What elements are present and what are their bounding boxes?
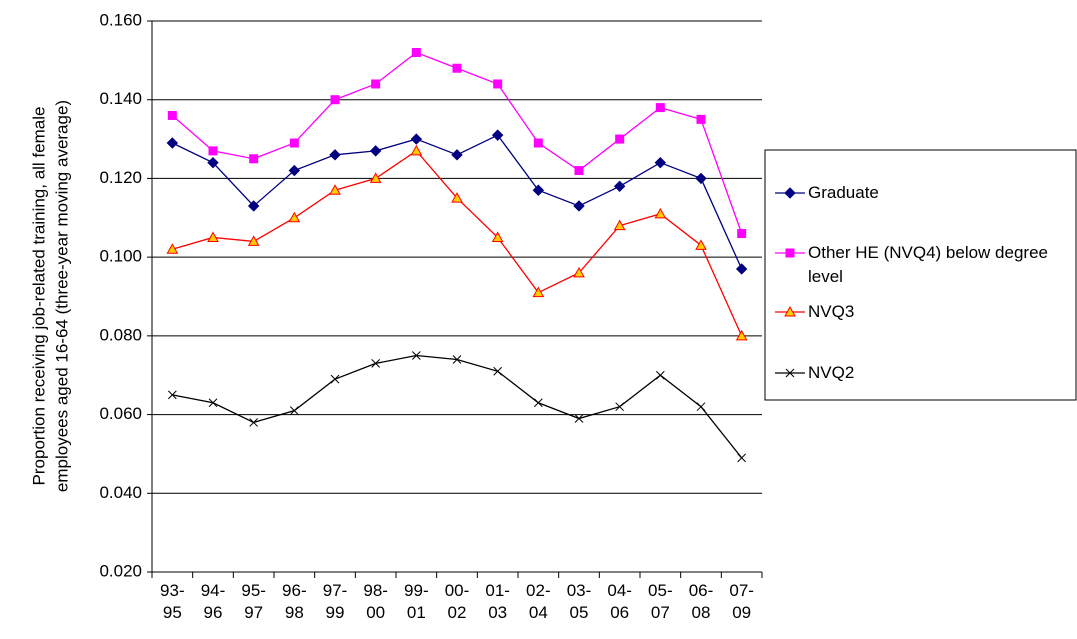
marker: [247, 235, 260, 246]
marker: [574, 414, 584, 423]
marker: [452, 63, 462, 73]
marker: [784, 305, 796, 317]
marker: [533, 138, 543, 148]
marker: [371, 79, 381, 89]
marker: [410, 133, 423, 145]
marker: [735, 263, 748, 275]
marker: [655, 370, 665, 380]
x-tick-label: 94-96: [200, 581, 226, 622]
x-tick-label: 04-06: [607, 581, 632, 622]
y-tick-label: 0.160: [99, 10, 142, 29]
y-tick-label: 0.080: [99, 325, 142, 344]
marker: [411, 351, 421, 360]
marker: [654, 156, 667, 169]
marker: [167, 110, 177, 120]
marker: [452, 355, 462, 364]
x-tick-label: 99-01: [404, 581, 429, 622]
series-line: [172, 354, 743, 459]
marker: [451, 192, 463, 203]
marker: [207, 231, 219, 242]
marker: [735, 329, 748, 341]
marker: [167, 390, 177, 400]
x-tick-label: 05-07: [648, 581, 673, 622]
x-tick-label: 02-04: [526, 581, 551, 622]
marker: [695, 239, 707, 250]
marker: [491, 231, 504, 242]
marker: [329, 149, 341, 161]
marker: [696, 402, 706, 412]
marker: [573, 266, 585, 278]
y-tick-label: 0.100: [99, 247, 142, 266]
marker: [696, 114, 706, 124]
marker: [737, 229, 747, 239]
marker: [451, 149, 463, 161]
marker: [249, 154, 259, 164]
marker: [166, 137, 179, 149]
marker: [289, 138, 299, 148]
marker: [533, 398, 543, 408]
marker: [695, 172, 707, 185]
marker: [411, 47, 421, 57]
marker: [737, 453, 747, 463]
y-tick-label: 0.020: [99, 561, 142, 580]
marker: [410, 144, 423, 156]
marker: [288, 164, 301, 177]
marker: [330, 95, 340, 105]
marker: [532, 286, 545, 298]
marker: [613, 180, 626, 193]
marker: [207, 156, 219, 169]
legend-label: Other HE (NVQ4) below degree level: [808, 243, 1048, 286]
marker: [615, 134, 625, 144]
marker: [166, 243, 179, 254]
x-tick-label: 07-09: [729, 581, 754, 622]
x-tick-label: 06-08: [688, 581, 714, 622]
marker: [532, 184, 545, 196]
marker: [493, 366, 503, 376]
marker: [208, 146, 218, 156]
x-tick-label: 97-99: [322, 581, 348, 622]
marker: [493, 79, 503, 89]
legend-label: NVQ3: [808, 302, 855, 321]
marker: [573, 200, 585, 212]
x-tick-label: 00-02: [444, 581, 470, 622]
marker: [289, 406, 299, 415]
x-tick-label: 01-03: [485, 581, 510, 622]
marker: [329, 184, 341, 195]
marker: [369, 172, 382, 183]
y-tick-label: 0.040: [99, 483, 142, 502]
y-axis-label: Proportion receiving job-related trainin…: [29, 107, 48, 486]
x-tick-label: 93-95: [160, 581, 185, 622]
legend-frame: [764, 149, 1077, 401]
marker: [249, 418, 259, 427]
marker: [288, 211, 301, 223]
marker: [785, 248, 795, 258]
marker: [208, 398, 218, 408]
marker: [615, 402, 625, 412]
marker: [785, 368, 795, 378]
marker: [655, 103, 665, 113]
marker: [574, 166, 584, 176]
x-tick-label: 95-97: [241, 581, 266, 622]
x-tick-label: 03-05: [566, 581, 592, 622]
marker: [613, 219, 626, 231]
x-tick-label: 96-98: [282, 581, 307, 622]
marker: [369, 145, 382, 157]
marker: [371, 359, 381, 368]
y-tick-label: 0.140: [99, 89, 142, 108]
marker: [330, 374, 340, 384]
marker: [247, 200, 260, 212]
marker: [654, 207, 667, 219]
x-tick-label: 98-00: [363, 581, 388, 622]
y-tick-label: 0.060: [99, 404, 142, 423]
legend-label: NVQ2: [808, 363, 855, 382]
legend-label: Graduate: [808, 183, 879, 202]
marker: [491, 129, 504, 141]
y-tick-label: 0.120: [99, 168, 142, 187]
y-axis-label: employees aged 16-64 (three-year moving …: [52, 100, 71, 492]
marker: [784, 187, 796, 199]
